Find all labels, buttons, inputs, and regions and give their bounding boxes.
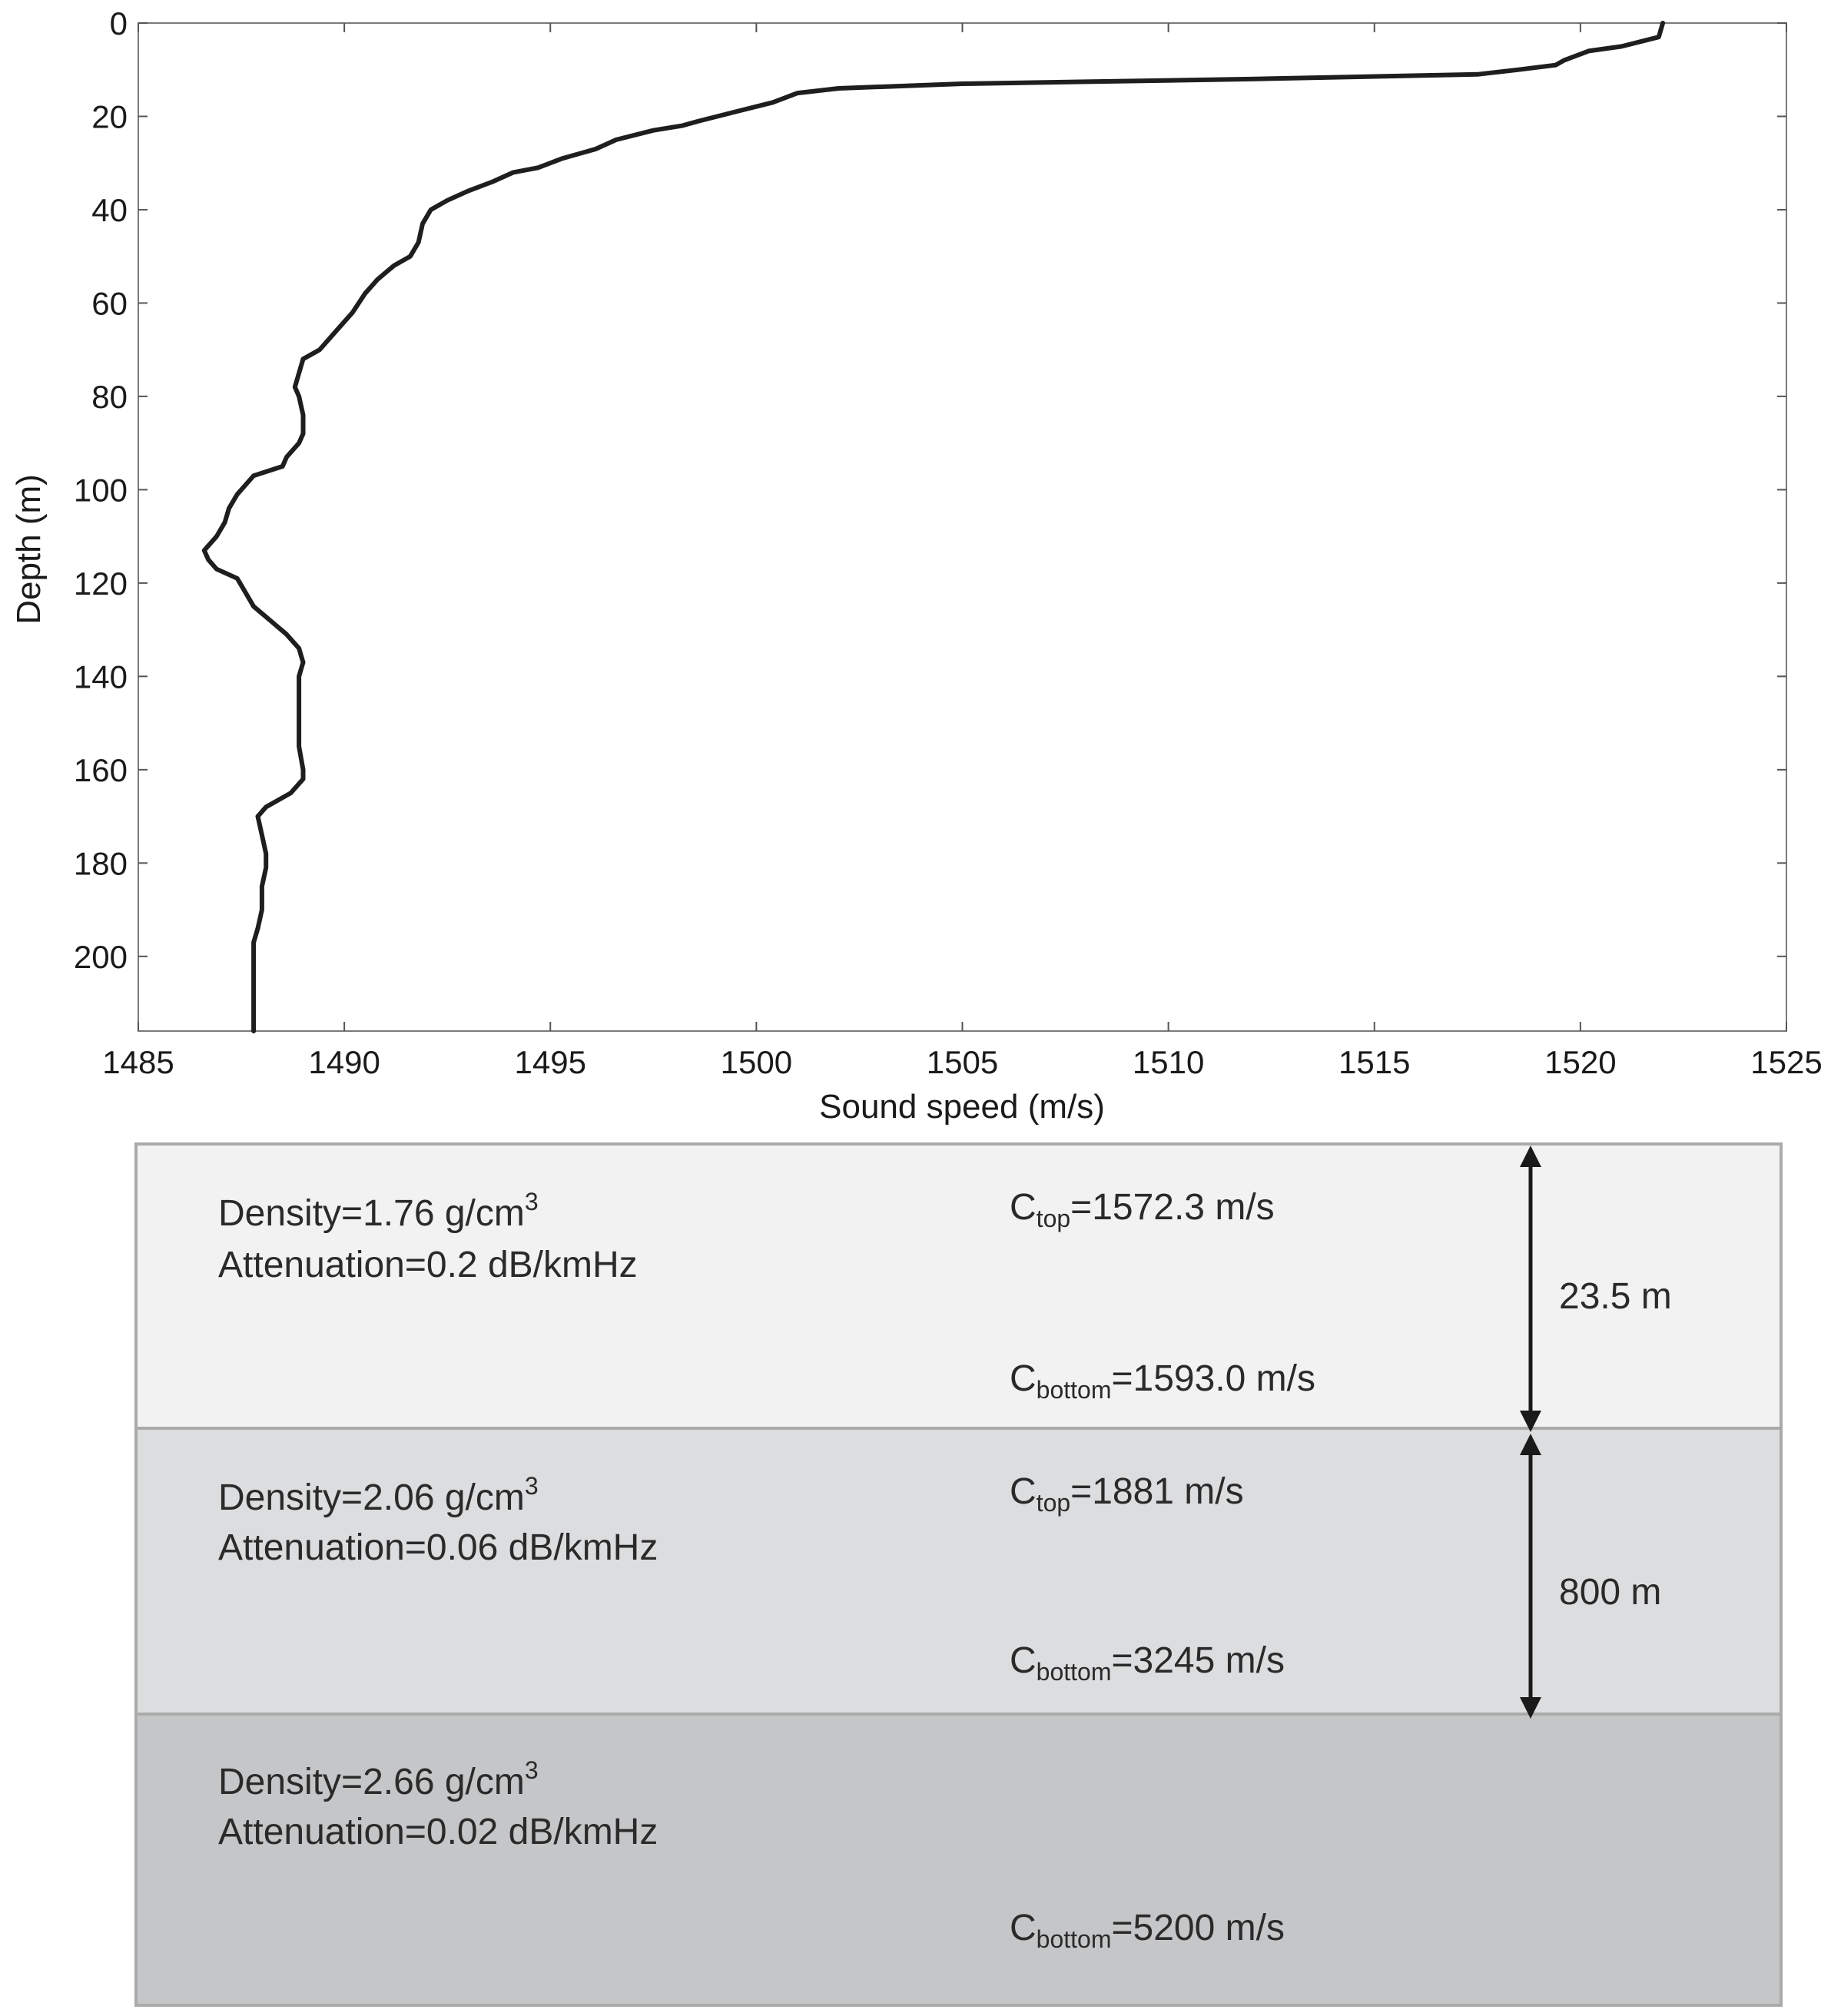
layer-1-thickness: 23.5 m bbox=[1559, 1276, 1672, 1317]
sound-speed-profile-line bbox=[201, 21, 1666, 1033]
plot-area-frame bbox=[138, 22, 1787, 1032]
layer-1-c-bottom: Cbottom=1593.0 m/s bbox=[1010, 1358, 1315, 1404]
x-tick-label: 1485 bbox=[102, 1044, 174, 1080]
y-tick-label: 120 bbox=[74, 565, 128, 602]
layer-3-attenuation: Attenuation=0.02 dB/kmHz bbox=[218, 1812, 658, 1852]
layer-2-density: Density=2.06 g/cm3 bbox=[218, 1472, 539, 1518]
layer-1-attenuation: Attenuation=0.2 dB/kmHz bbox=[218, 1245, 638, 1285]
y-tick-label: 100 bbox=[74, 472, 128, 508]
layer-2-thickness: 800 m bbox=[1559, 1572, 1662, 1613]
x-tick-label: 1495 bbox=[515, 1044, 586, 1080]
x-axis-label: Sound speed (m/s) bbox=[819, 1088, 1105, 1126]
x-tick-label: 1520 bbox=[1544, 1044, 1616, 1080]
y-axis: 0 20 40 60 80 100 120 140 160 180 200 bbox=[74, 5, 1786, 975]
y-axis-label: Depth (m) bbox=[10, 474, 48, 625]
x-tick-label: 1515 bbox=[1338, 1044, 1410, 1080]
layer-2-c-bottom: Cbottom=3245 m/s bbox=[1010, 1640, 1285, 1686]
layer-2-c-top: Ctop=1881 m/s bbox=[1010, 1471, 1244, 1517]
x-tick-label: 1490 bbox=[308, 1044, 380, 1080]
y-tick-label: 80 bbox=[91, 379, 128, 415]
sediment-layer-2: Density=2.06 g/cm3 Attenuation=0.06 dB/k… bbox=[138, 1430, 1780, 1716]
y-tick-label: 140 bbox=[74, 658, 128, 695]
y-tick-label: 160 bbox=[74, 752, 128, 788]
y-tick-label: 60 bbox=[91, 285, 128, 321]
x-tick-label: 1505 bbox=[927, 1044, 998, 1080]
x-tick-label: 1500 bbox=[721, 1044, 792, 1080]
x-tick-label: 1525 bbox=[1750, 1044, 1822, 1080]
layer-3-c-bottom: Cbottom=5200 m/s bbox=[1010, 1908, 1285, 1953]
sediment-layer-1: Density=1.76 g/cm3 Attenuation=0.2 dB/km… bbox=[138, 1146, 1780, 1430]
layer-1-c-top: Ctop=1572.3 m/s bbox=[1010, 1187, 1275, 1232]
layer-3-density: Density=2.66 g/cm3 bbox=[218, 1756, 539, 1802]
x-tick-label: 1510 bbox=[1133, 1044, 1204, 1080]
y-tick-label: 40 bbox=[91, 192, 128, 228]
sound-speed-chart: 1485 1490 1495 1500 1505 1510 1515 1520 1525 0 20… bbox=[10, 5, 1823, 1126]
y-tick-label: 0 bbox=[110, 5, 128, 41]
sediment-layers-diagram: Density=1.76 g/cm3 Attenuation=0.2 dB/km… bbox=[134, 1142, 1783, 2007]
sediment-layer-3-basement: Density=2.66 g/cm3 Attenuation=0.02 dB/k… bbox=[138, 1716, 1780, 2004]
y-tick-label: 200 bbox=[74, 939, 128, 975]
y-tick-label: 20 bbox=[91, 98, 128, 134]
layer-2-attenuation: Attenuation=0.06 dB/kmHz bbox=[218, 1527, 658, 1568]
layer-1-density: Density=1.76 g/cm3 bbox=[218, 1188, 539, 1234]
y-tick-label: 180 bbox=[74, 845, 128, 881]
x-axis: 1485 1490 1495 1500 1505 1510 1515 1520 1525 bbox=[102, 23, 1823, 1080]
